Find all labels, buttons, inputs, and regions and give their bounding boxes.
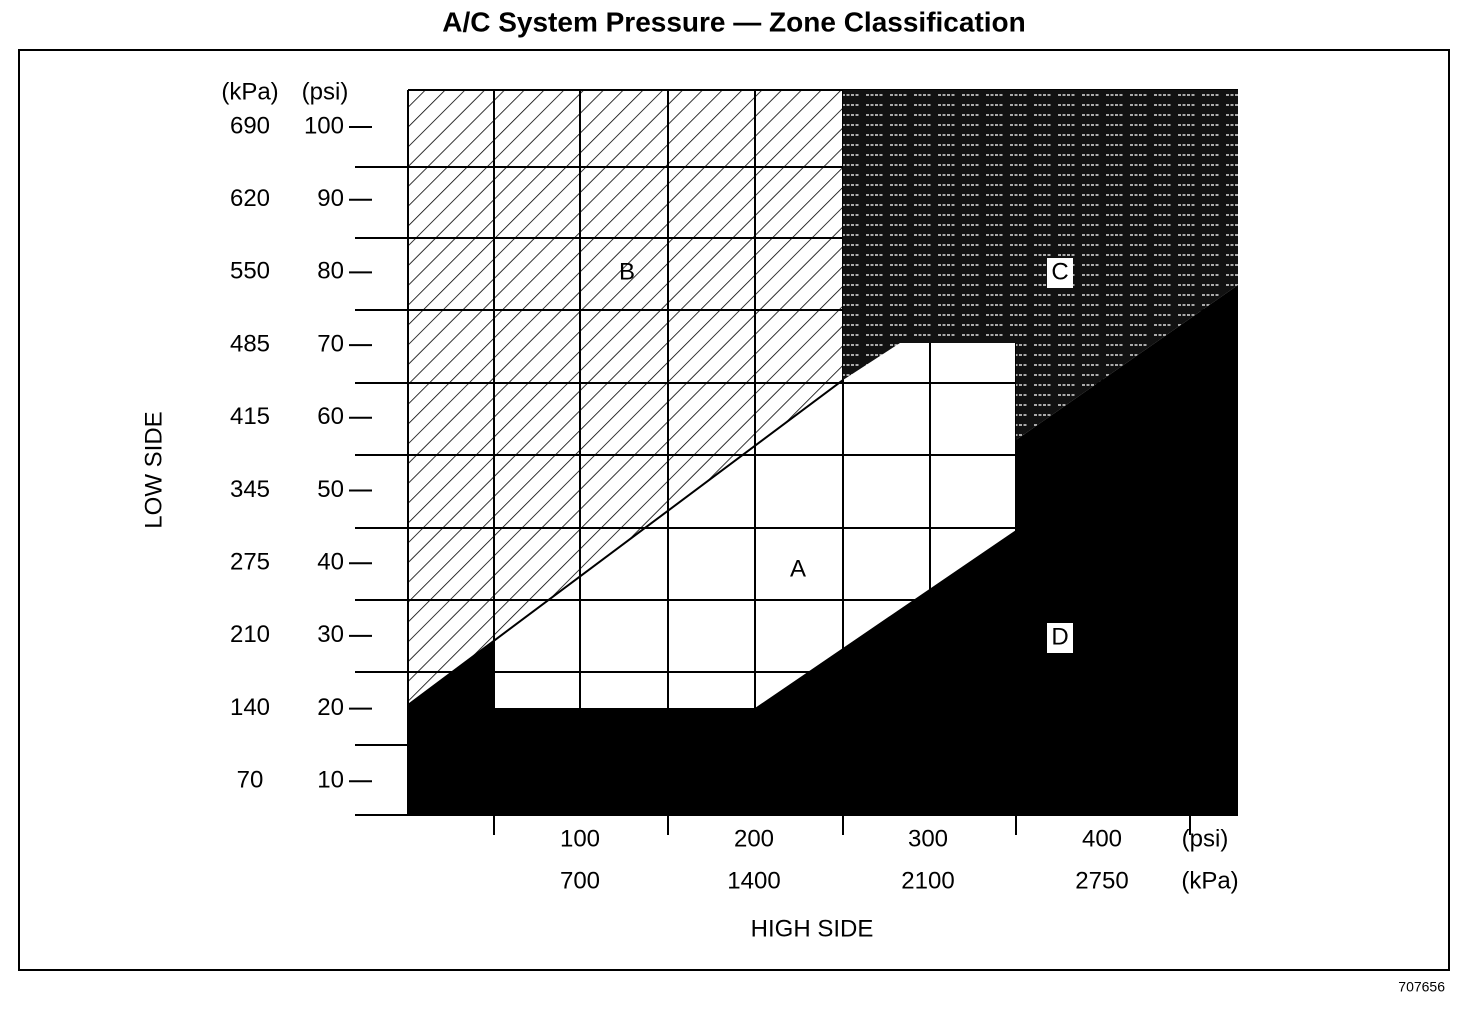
- y-axis-title: LOW SIDE: [140, 411, 167, 528]
- y-tick-psi: 30: [317, 621, 344, 648]
- frame: [18, 49, 1450, 971]
- x-tick-kpa: 2100: [901, 867, 954, 894]
- y-tick-kpa: 70: [237, 767, 264, 794]
- x-tick-kpa: 1400: [727, 867, 780, 894]
- y-tick-psi: 20: [317, 694, 344, 721]
- zone-d-area: [408, 285, 1238, 815]
- y-tick-psi: 40: [317, 549, 344, 576]
- x-tick-psi: 400: [1082, 825, 1122, 852]
- x-unit-psi: (psi): [1182, 825, 1229, 852]
- zone-label: D: [1051, 623, 1068, 650]
- y-tick-psi: 10: [317, 767, 344, 794]
- x-tick-kpa: 700: [560, 867, 600, 894]
- x-tick-psi: 300: [908, 825, 948, 852]
- y-tick-psi: 60: [317, 403, 344, 430]
- zone-c-area: [843, 90, 1238, 440]
- y-tick-kpa: 485: [230, 330, 270, 357]
- y-tick-kpa: 620: [230, 185, 270, 212]
- title: A/C System Pressure — Zone Classificatio…: [442, 6, 1026, 37]
- zone-label: C: [1051, 258, 1068, 285]
- boundary: [407, 379, 844, 706]
- x-tick-psi: 100: [560, 825, 600, 852]
- y-tick-kpa: 140: [230, 694, 270, 721]
- y-tick-psi: 100: [304, 112, 344, 139]
- y-tick-kpa: 345: [230, 476, 270, 503]
- y-tick-psi: 80: [317, 258, 344, 285]
- zone-label: A: [790, 555, 806, 582]
- y-unit-psi: (psi): [302, 78, 349, 105]
- y-tick-kpa: 210: [230, 621, 270, 648]
- y-tick-kpa: 415: [230, 403, 270, 430]
- y-tick-kpa: 275: [230, 549, 270, 576]
- x-axis-title: HIGH SIDE: [751, 915, 874, 942]
- x-tick-psi: 200: [734, 825, 774, 852]
- x-unit-kpa: (kPa): [1181, 867, 1238, 894]
- zone-b-area: [408, 90, 843, 705]
- y-tick-psi: 90: [317, 185, 344, 212]
- zone-label: B: [619, 258, 635, 285]
- y-tick-psi: 70: [317, 330, 344, 357]
- zone-label-box: [1047, 258, 1073, 288]
- y-unit-kpa: (kPa): [221, 78, 278, 105]
- figure-id: 707656: [1398, 979, 1445, 995]
- zone-label-box: [1047, 623, 1073, 653]
- x-tick-kpa: 2750: [1075, 867, 1128, 894]
- y-tick-psi: 50: [317, 476, 344, 503]
- y-tick-kpa: 690: [230, 112, 270, 139]
- y-tick-kpa: 550: [230, 258, 270, 285]
